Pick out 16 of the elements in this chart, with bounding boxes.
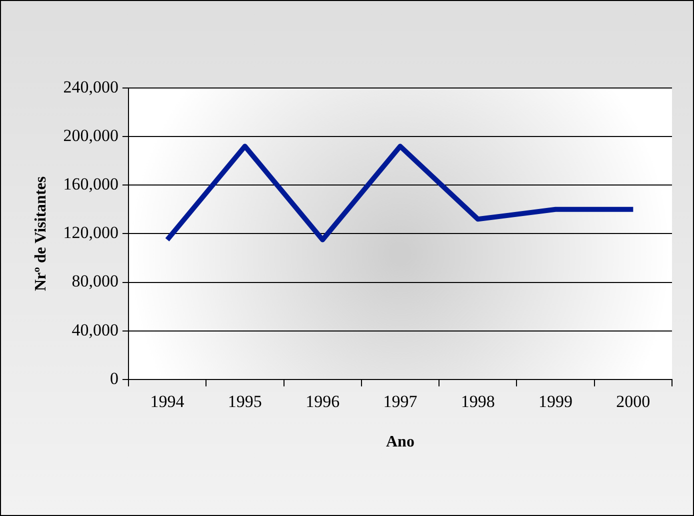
y-tick-label: 0: [110, 368, 118, 388]
x-tick-label: 1999: [538, 392, 573, 412]
x-axis-title: Ano: [386, 434, 414, 451]
y-axis-title: Nrº de Visitantes: [32, 176, 50, 292]
x-tick-label: 1996: [306, 392, 340, 412]
x-tick-label: 1995: [228, 392, 262, 412]
y-tick-label: 80,000: [72, 272, 118, 291]
y-tick-label: 240,000: [63, 77, 118, 96]
x-tick-label: 2000: [616, 392, 650, 412]
x-tick-label: 1997: [383, 392, 418, 412]
y-tick-label: 120,000: [63, 223, 118, 242]
y-tick-label: 40,000: [72, 320, 118, 340]
x-tick-label: 1994: [150, 392, 185, 412]
y-tick-label: 200,000: [63, 126, 118, 146]
y-tick-label: 160,000: [63, 174, 118, 194]
x-tick-label: 1998: [460, 392, 495, 412]
